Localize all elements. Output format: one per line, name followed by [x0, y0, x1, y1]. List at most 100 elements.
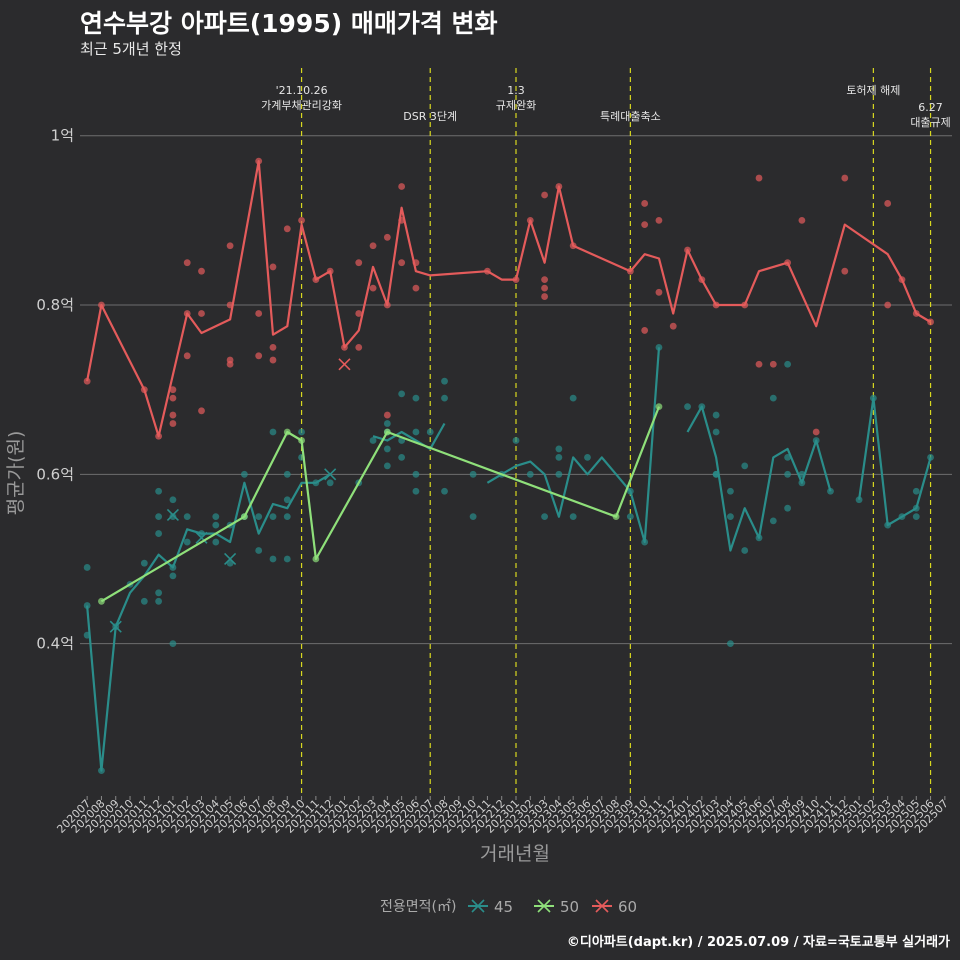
legend-key-marker	[537, 899, 551, 913]
data-point	[269, 428, 277, 436]
data-point	[198, 407, 205, 415]
data-point	[541, 276, 548, 284]
data-point	[326, 479, 334, 487]
y-tick-label: 1억	[51, 127, 74, 145]
cancelled-marker	[166, 508, 179, 522]
event-label: '21.10.26	[276, 84, 328, 97]
data-point	[355, 310, 363, 317]
data-point	[255, 547, 263, 554]
data-point	[555, 470, 563, 478]
data-point	[383, 411, 391, 419]
data-point	[798, 216, 806, 224]
data-point	[169, 420, 177, 427]
data-point	[398, 183, 406, 190]
data-point	[912, 487, 920, 495]
legend-label: 60	[618, 898, 637, 916]
data-point	[355, 343, 363, 351]
data-point	[298, 216, 305, 224]
data-point	[684, 403, 691, 411]
data-point	[226, 242, 234, 250]
data-point	[283, 496, 291, 504]
data-point	[412, 487, 420, 495]
data-point	[212, 521, 220, 529]
data-point	[183, 513, 191, 521]
data-point	[412, 428, 420, 436]
series-50	[98, 403, 663, 605]
data-point	[784, 470, 792, 478]
data-point	[526, 470, 534, 478]
data-point	[569, 513, 577, 521]
data-point	[541, 513, 548, 521]
data-point	[155, 597, 163, 605]
data-point	[912, 513, 920, 521]
cancelled-marker	[338, 358, 351, 371]
data-point	[255, 513, 263, 521]
data-point	[541, 284, 548, 292]
cancelled-marker	[195, 531, 208, 544]
data-point	[169, 386, 177, 394]
data-point	[269, 555, 277, 563]
series-layer	[83, 157, 934, 775]
data-point	[555, 445, 563, 453]
data-point	[884, 301, 892, 309]
data-point	[441, 487, 448, 495]
data-point	[198, 310, 205, 317]
data-point	[712, 428, 720, 436]
data-point	[383, 445, 391, 453]
series-line	[86, 160, 932, 438]
data-point	[469, 470, 477, 478]
data-point	[398, 453, 406, 461]
y-tick-label: 0.8억	[36, 296, 74, 314]
data-point	[198, 267, 205, 275]
data-point	[83, 564, 91, 571]
data-point	[169, 394, 177, 402]
data-point	[398, 259, 406, 267]
data-point	[755, 360, 763, 368]
data-point	[712, 411, 720, 419]
event-label: 규제완화	[496, 99, 536, 112]
data-point	[255, 352, 263, 360]
event-label: 토허제 해제	[846, 83, 900, 97]
data-point	[169, 640, 177, 648]
data-point	[183, 352, 191, 360]
event-label: 대출규제	[910, 116, 950, 129]
data-point	[555, 453, 563, 461]
data-point	[269, 263, 277, 271]
data-point	[641, 221, 649, 229]
data-point	[369, 242, 377, 250]
data-point	[369, 284, 377, 292]
cancelled-marker	[109, 620, 122, 633]
data-point	[884, 200, 892, 207]
data-point	[669, 322, 677, 330]
chart-subtitle: 최근 5개년 한정	[80, 40, 182, 58]
data-point	[283, 513, 291, 521]
data-point	[641, 200, 649, 207]
data-point	[727, 513, 734, 521]
data-point	[83, 377, 91, 385]
data-point	[541, 293, 548, 300]
data-point	[441, 377, 448, 385]
data-point	[655, 288, 663, 296]
data-point	[769, 517, 777, 525]
data-point	[569, 394, 577, 402]
data-point	[283, 225, 291, 233]
data-point	[626, 513, 634, 521]
data-point	[212, 513, 220, 521]
data-point	[412, 470, 420, 478]
data-point	[155, 589, 163, 597]
data-point	[240, 470, 248, 478]
legend-label: 45	[494, 898, 513, 916]
data-point	[383, 420, 391, 427]
data-point	[226, 360, 234, 368]
data-point	[512, 437, 520, 444]
data-point	[769, 360, 777, 368]
data-point	[212, 538, 220, 546]
data-point	[169, 572, 177, 580]
data-point	[727, 487, 734, 495]
data-point	[784, 360, 792, 368]
data-point	[269, 513, 277, 521]
data-point	[812, 428, 820, 436]
data-point	[140, 559, 148, 567]
data-point	[741, 547, 749, 554]
y-tick-label: 0.6억	[36, 465, 74, 483]
